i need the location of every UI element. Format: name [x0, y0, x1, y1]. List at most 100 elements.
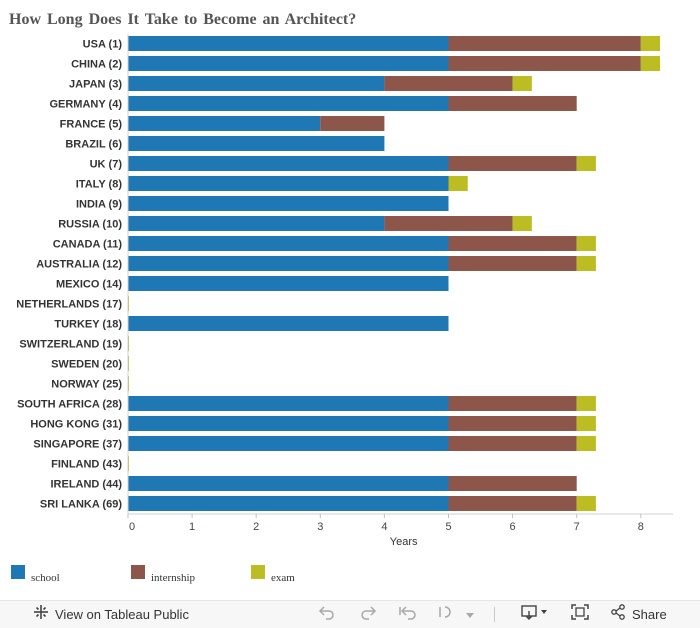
- legend-swatch: [11, 565, 25, 579]
- share-label: Share: [632, 607, 667, 622]
- bar-internship: [448, 36, 641, 51]
- bar-school: [128, 96, 449, 111]
- bar-school: [128, 136, 385, 151]
- bar-school: [128, 476, 449, 491]
- redo-button[interactable]: [359, 601, 377, 628]
- category-label: CANADA (11): [53, 239, 123, 251]
- bar-internship: [448, 416, 577, 431]
- x-axis: 0 1 2 3 4 5 6 7 8 Years: [127, 34, 673, 548]
- x-axis-title: Years: [390, 536, 418, 548]
- x-tick-label: 2: [253, 521, 259, 533]
- bar-internship: [448, 436, 577, 451]
- category-label: AUSTRALIA (12): [36, 259, 122, 271]
- bar-exam: [576, 496, 596, 511]
- bar-internship: [448, 56, 641, 71]
- bar-school: [128, 116, 321, 131]
- toolbar-separator: [494, 607, 495, 622]
- category-label: SWEDEN (20): [51, 359, 122, 371]
- x-tick-label: 5: [445, 521, 451, 533]
- bar-exam: [576, 416, 596, 431]
- share-button[interactable]: Share: [610, 601, 667, 628]
- x-tick-label: 8: [638, 521, 644, 533]
- category-label: JAPAN (3): [69, 79, 122, 91]
- bar-exam: [576, 396, 596, 411]
- bar-internship: [448, 256, 577, 271]
- bar-internship: [384, 216, 513, 231]
- view-on-tableau-label: View on Tableau Public: [55, 607, 189, 622]
- category-label: USA (1): [83, 39, 123, 51]
- category-label: IRELAND (44): [50, 479, 122, 491]
- bar-school: [128, 436, 449, 451]
- bar-exam: [512, 216, 532, 231]
- bar-school: [128, 156, 449, 171]
- category-label: BRAZIL (6): [65, 139, 122, 151]
- legend-label: school: [31, 572, 60, 584]
- fullscreen-icon: [571, 604, 589, 625]
- x-tick-label: 4: [381, 521, 387, 533]
- bar-exam: [576, 256, 596, 271]
- category-label: ITALY (8): [76, 179, 123, 191]
- category-label: CHINA (2): [71, 59, 122, 71]
- bar-internship: [384, 76, 513, 91]
- dropdown-caret[interactable]: [465, 601, 475, 628]
- pause-refresh-button[interactable]: [437, 601, 451, 628]
- redo-icon: [359, 604, 377, 625]
- bar-internship: [448, 476, 577, 491]
- legend-item-internship[interactable]: internship: [131, 565, 195, 584]
- bar-internship: [448, 156, 577, 171]
- undo-button[interactable]: [318, 601, 336, 628]
- category-label: MEXICO (14): [56, 279, 122, 291]
- category-label: SRI LANKA (69): [40, 499, 122, 511]
- fullscreen-button[interactable]: [571, 601, 589, 628]
- x-tick-label: 6: [510, 521, 516, 533]
- tableau-toolbar: View on Tableau Public: [0, 600, 700, 628]
- bar-school: [128, 196, 449, 211]
- category-label: NORWAY (25): [51, 379, 122, 391]
- legend-item-school[interactable]: school: [11, 565, 60, 584]
- bar-exam: [640, 36, 661, 51]
- legend-swatch: [251, 565, 265, 579]
- stacked-bar-chart: USA (1) CHINA (2) JAPAN (3) GERMANY (4) FRAN…: [16, 34, 673, 548]
- category-label: UK (7): [90, 159, 123, 171]
- bar-school: [128, 216, 385, 231]
- legend-label: exam: [271, 572, 295, 584]
- bar-internship: [448, 96, 577, 111]
- category-labels: USA (1) CHINA (2) JAPAN (3) GERMANY (4) FRAN…: [16, 39, 122, 511]
- chart-title: How Long Does It Take to Become an Archi…: [9, 11, 357, 28]
- bar-school: [128, 76, 385, 91]
- tableau-logo-icon: [33, 604, 49, 625]
- bar-school: [128, 396, 449, 411]
- x-tick-label: 3: [317, 521, 323, 533]
- bar-school: [128, 416, 449, 431]
- legend: school internship exam: [0, 565, 700, 586]
- category-label: INDIA (9): [76, 199, 122, 211]
- x-tick-label: 7: [574, 521, 580, 533]
- revert-button[interactable]: [398, 601, 418, 628]
- undo-icon: [318, 604, 336, 625]
- legend-swatch: [131, 565, 145, 579]
- pause-icon: [437, 604, 451, 625]
- x-tick-label: 1: [189, 521, 195, 533]
- category-label: SINGAPORE (37): [33, 439, 122, 451]
- bar-internship: [448, 496, 577, 511]
- category-label: GERMANY (4): [49, 99, 122, 111]
- bar-exam: [576, 236, 596, 251]
- bar-exam: [640, 56, 661, 71]
- category-label: FRANCE (5): [60, 119, 123, 131]
- bar-exam: [576, 436, 596, 451]
- bar-school: [128, 276, 449, 291]
- download-button[interactable]: [521, 601, 549, 628]
- download-icon: [521, 604, 549, 625]
- category-label: RUSSIA (10): [58, 219, 122, 231]
- bar-internship: [448, 236, 577, 251]
- category-label: FINLAND (43): [51, 459, 122, 471]
- bar-internship: [448, 396, 577, 411]
- legend-item-exam[interactable]: exam: [251, 565, 295, 584]
- bar-school: [128, 236, 449, 251]
- category-label: TURKEY (18): [54, 319, 122, 331]
- legend-label: internship: [151, 572, 195, 584]
- share-icon: [610, 604, 626, 625]
- bar-school: [128, 36, 449, 51]
- bar-school: [128, 56, 449, 71]
- view-on-tableau-link[interactable]: View on Tableau Public: [33, 601, 189, 628]
